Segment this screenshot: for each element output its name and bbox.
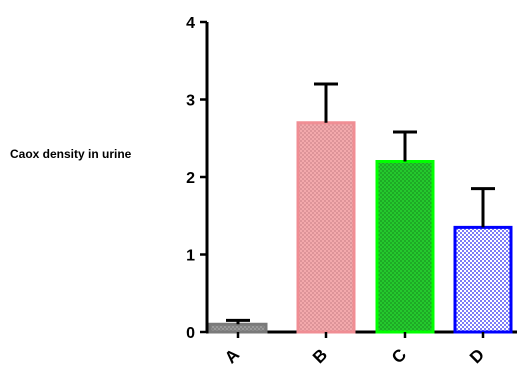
bar-D — [453, 225, 513, 334]
y-tick-labels: 0 1 2 3 4 — [186, 15, 207, 342]
y-tick-label: 1 — [186, 248, 195, 265]
x-tick-label-C: C — [388, 345, 410, 367]
x-tick-label-D: D — [466, 345, 488, 367]
y-tick-label: 0 — [186, 325, 195, 342]
x-tick-label-A: A — [221, 345, 243, 367]
y-tick-label: 3 — [186, 93, 195, 110]
bar-C — [375, 160, 435, 334]
y-tick-label: 4 — [186, 15, 195, 32]
error-bars — [226, 82, 495, 325]
y-axis-label: Caox density in urine — [10, 147, 132, 161]
error-bar-A — [226, 318, 250, 325]
bars — [208, 121, 513, 334]
x-tick-labels: A B C D — [221, 332, 488, 367]
x-tick-label-B: B — [309, 345, 331, 367]
y-tick-label: 2 — [186, 170, 195, 187]
bar-B — [296, 121, 356, 334]
error-bar-D — [471, 187, 495, 228]
error-bar-C — [393, 130, 417, 162]
error-bar-B — [314, 82, 338, 123]
bar-A — [208, 322, 268, 334]
